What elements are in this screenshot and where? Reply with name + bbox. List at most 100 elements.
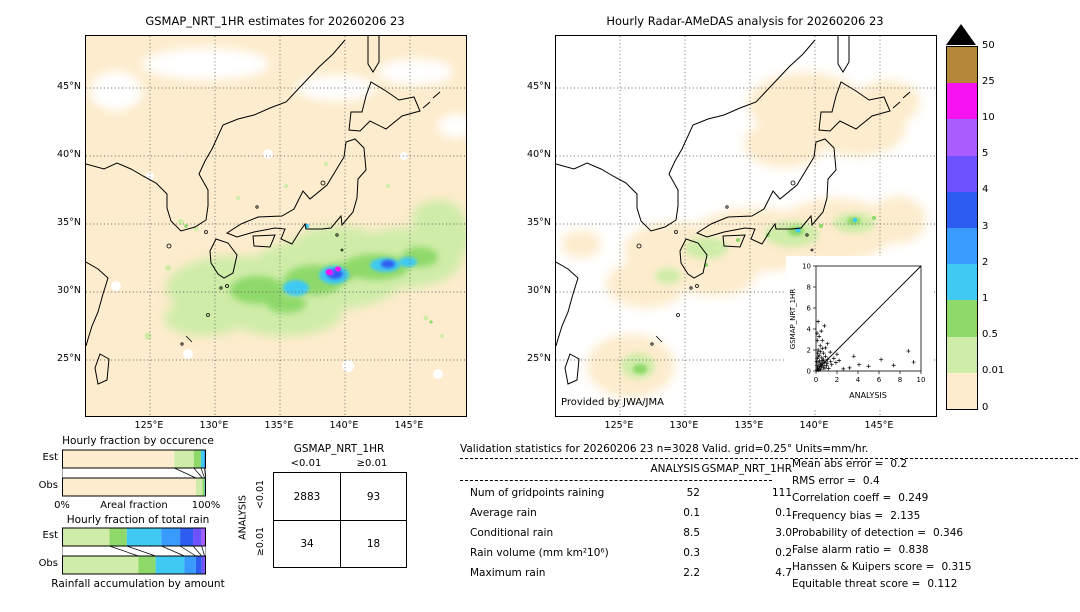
lon-tick-label: 130°E <box>199 420 229 431</box>
lon-tick-label: 140°E <box>329 420 359 431</box>
metric-row: False alarm ratio = 0.838 <box>792 544 929 556</box>
totalrain-chart-title: Hourly fraction of total rain <box>66 514 210 526</box>
inset-scatter-points <box>814 319 916 373</box>
inset-tick-labels: 00 2 2 4 4 6 6 8 8 10 10 <box>802 263 925 385</box>
stats-row-label: Conditional rain <box>470 527 554 539</box>
metric-row: Correlation coeff = 0.249 <box>792 492 928 504</box>
left-map-background <box>86 36 466 416</box>
contingency-cell-00: 2883 <box>293 490 321 503</box>
stats-table-row: Num of gridpoints raining 52 111 <box>462 487 792 499</box>
svg-text:2: 2 <box>807 347 811 355</box>
left-map-rain-speckles <box>144 162 444 340</box>
metric-label: Frequency bias = <box>792 509 884 522</box>
metric-row: RMS error = 0.4 <box>792 475 880 487</box>
right-map-title: Hourly Radar-AMeDAS analysis for 2026020… <box>606 14 884 28</box>
colorbar-tick-label: 0.5 <box>982 329 998 341</box>
lon-tick-label: 125°E <box>604 420 634 431</box>
stats-gsmap-value: 0.1 <box>775 507 792 519</box>
metric-value: 0.112 <box>927 578 958 591</box>
metric-label: Equitable threat score = <box>792 578 921 591</box>
occurrence-x-min: 0% <box>54 500 70 511</box>
lat-tick-label: 35°N <box>57 217 81 228</box>
svg-text:4: 4 <box>807 326 812 334</box>
lon-tick-label: 140°E <box>799 420 829 431</box>
left-map-panel <box>85 35 474 417</box>
left-map-svg <box>85 35 474 417</box>
inset-diagonal-line <box>815 265 922 372</box>
map-credit: Provided by JWA/JMA <box>561 397 664 408</box>
stats-row-label: Num of gridpoints raining <box>470 487 605 499</box>
colorbar-tick-label: 1 <box>982 292 989 304</box>
colorbar-tick-label: 0.01 <box>982 365 1005 377</box>
stats-title: Validation statistics for 20260206 23 n=… <box>460 443 869 455</box>
stats-divider-top <box>460 458 1078 459</box>
lat-tick-label: 25°N <box>57 353 81 364</box>
contingency-cell-01: 93 <box>340 473 406 520</box>
stats-table-row: Conditional rain 8.5 3.0 <box>462 527 792 539</box>
lon-tick-label: 145°E <box>864 420 894 431</box>
occurrence-chart <box>62 449 206 497</box>
lat-tick-label: 45°N <box>527 81 551 92</box>
colorbar-segment <box>947 191 977 228</box>
metric-value: 2.135 <box>890 509 921 522</box>
svg-text:0: 0 <box>814 376 818 384</box>
colorbar-tick-label: 25 <box>982 75 995 87</box>
stats-gsmap-value: 0.2 <box>775 547 792 559</box>
stats-gsmap-value: 3.0 <box>775 527 792 539</box>
colorbar-tick-label: 3 <box>982 220 989 232</box>
colorbar-tick-label: 0 <box>982 401 989 413</box>
lat-tick-label: 45°N <box>57 81 81 92</box>
lat-tick-label: 40°N <box>57 149 81 160</box>
contingency-cell-11: 18 <box>340 520 406 567</box>
metric-value: 0.838 <box>898 544 929 556</box>
lon-tick-label: 145°E <box>394 420 424 431</box>
occurrence-chart-title: Hourly fraction by occurence <box>62 435 214 447</box>
lat-tick-label: 25°N <box>527 353 551 364</box>
stats-divider-header <box>460 480 772 481</box>
lat-tick-label: 40°N <box>527 149 551 160</box>
stats-analysis-value: 8.5 <box>683 527 700 539</box>
svg-text:4: 4 <box>856 376 861 384</box>
stats-header-row: ANALYSISGSMAP_NRT_1HR <box>462 463 792 475</box>
colorbar-tick-label: 2 <box>982 256 989 268</box>
lat-tick-label: 30°N <box>57 285 81 296</box>
svg-text:10: 10 <box>802 263 811 271</box>
lat-tick-label: 30°N <box>527 285 551 296</box>
colorbar-segment <box>947 300 977 337</box>
right-map-svg <box>555 35 937 417</box>
bar-row-label: Est <box>42 530 58 541</box>
occurrence-x-max: 100% <box>191 500 221 511</box>
colorbar-segment <box>947 119 977 156</box>
contingency-col-group-label: GSMAP_NRT_1HR <box>293 443 385 455</box>
left-map-rain-magenta <box>325 266 341 275</box>
colorbar-segment <box>947 47 977 84</box>
contingency-row-label-1: ≥0.01 <box>255 526 266 557</box>
colorbar-segment <box>947 155 977 192</box>
metric-label: Mean abs error = <box>792 458 884 470</box>
bar-row-label: Obs <box>38 558 58 569</box>
stats-col-header-analysis: ANALYSIS <box>650 463 700 475</box>
stats-table-row: Rain volume (mm km²10⁶) 0.3 0.2 <box>462 547 792 559</box>
svg-text:10: 10 <box>917 376 926 384</box>
stats-col-header-gsmap: GSMAP_NRT_1HR <box>701 463 792 475</box>
colorbar-segment <box>947 227 977 265</box>
inset-scatter-svg: 00 2 2 4 4 6 6 8 8 10 10 ANALYSIS GSMAP_NRT_1HR <box>786 256 934 408</box>
metric-row: Equitable threat score = 0.112 <box>792 578 957 590</box>
stats-row-label: Average rain <box>470 507 537 519</box>
inset-ylabel: GSMAP_NRT_1HR <box>789 289 797 350</box>
bar-row-label: Obs <box>38 480 58 491</box>
metric-label: False alarm ratio = <box>792 544 892 556</box>
colorbar-segment <box>947 372 977 409</box>
svg-text:8: 8 <box>807 284 811 292</box>
stats-table-row: Maximum rain 2.2 4.7 <box>462 567 792 579</box>
metric-label: Hanssen & Kuipers score = <box>792 561 935 574</box>
svg-text:6: 6 <box>877 376 882 384</box>
stats-row-label: Maximum rain <box>470 567 546 579</box>
left-map-title: GSMAP_NRT_1HR estimates for 20260206 23 <box>145 14 405 28</box>
metric-value: 0.4 <box>862 475 880 488</box>
stats-gsmap-value: 4.7 <box>775 567 792 579</box>
stats-table-row: Average rain 0.1 0.1 <box>462 507 792 519</box>
left-map-nodata-blobs <box>90 48 474 138</box>
stats-analysis-value: 0.3 <box>683 547 700 559</box>
